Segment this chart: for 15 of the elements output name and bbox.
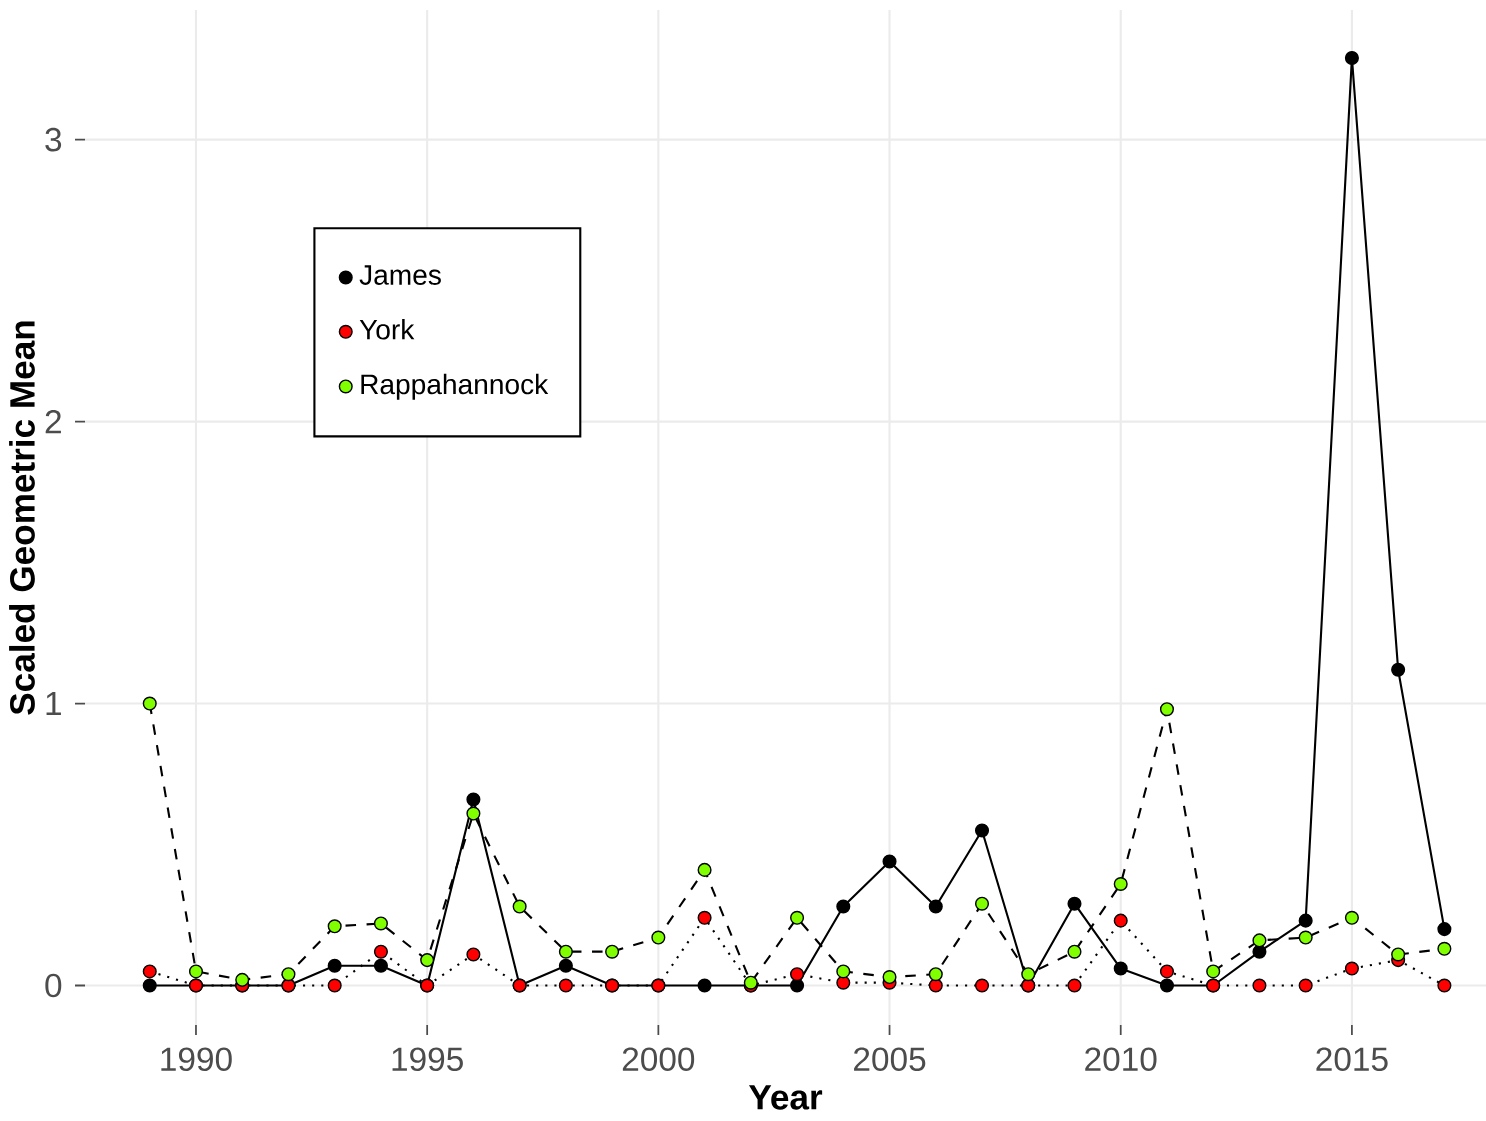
legend-label: James [359,265,441,285]
y-tick-label: 0 [45,973,62,998]
x-tick-label: 1995 [392,1047,463,1072]
legend-label: Rappahannock [361,373,549,400]
x-tick-label: 1990 [161,1047,232,1072]
x-tick-label: 2000 [622,1047,695,1072]
y-tick-label: 1 [46,692,61,716]
legend-label: York [359,318,415,340]
x-tick-label: 2005 [854,1047,926,1072]
x-tick-label: 2010 [1085,1047,1157,1072]
x-axis-title: Year [748,1085,823,1110]
y-tick-label: 2 [45,409,61,434]
y-tick-label: 3 [45,127,62,152]
x-tick-label: 2015 [1316,1047,1388,1072]
y-axis-title: Scaled Geometric Mean [9,321,35,715]
